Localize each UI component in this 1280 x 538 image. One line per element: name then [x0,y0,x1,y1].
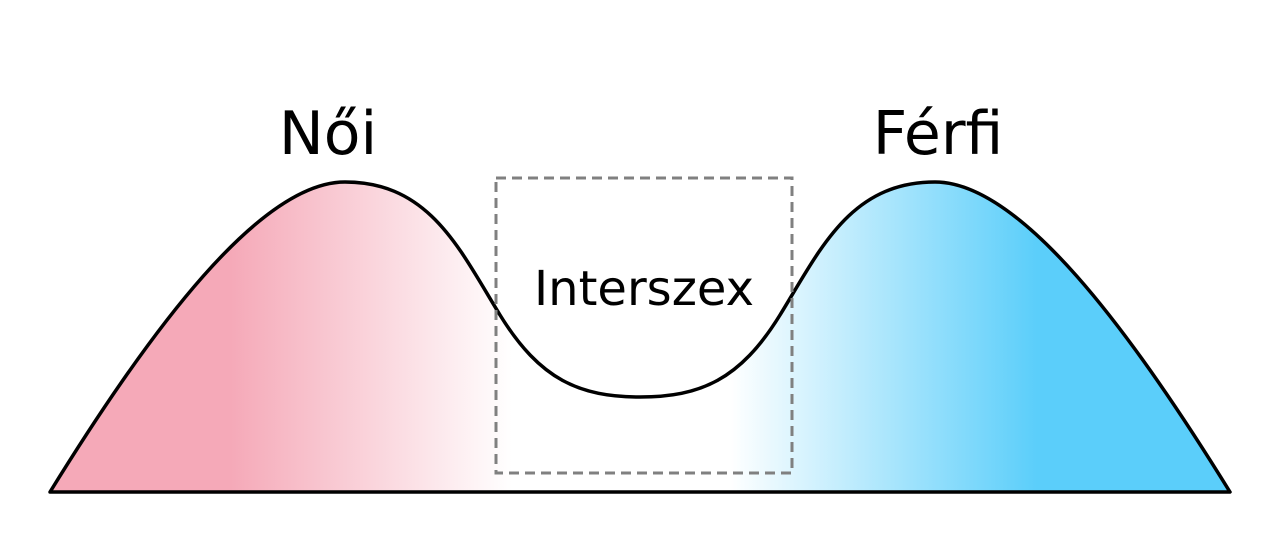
intersex-box [494,176,794,475]
female-label: Női [279,99,377,169]
male-label: Férfi [873,99,1004,169]
intersex-label: Interszex [534,261,754,317]
bimodal-curve [48,180,1232,494]
